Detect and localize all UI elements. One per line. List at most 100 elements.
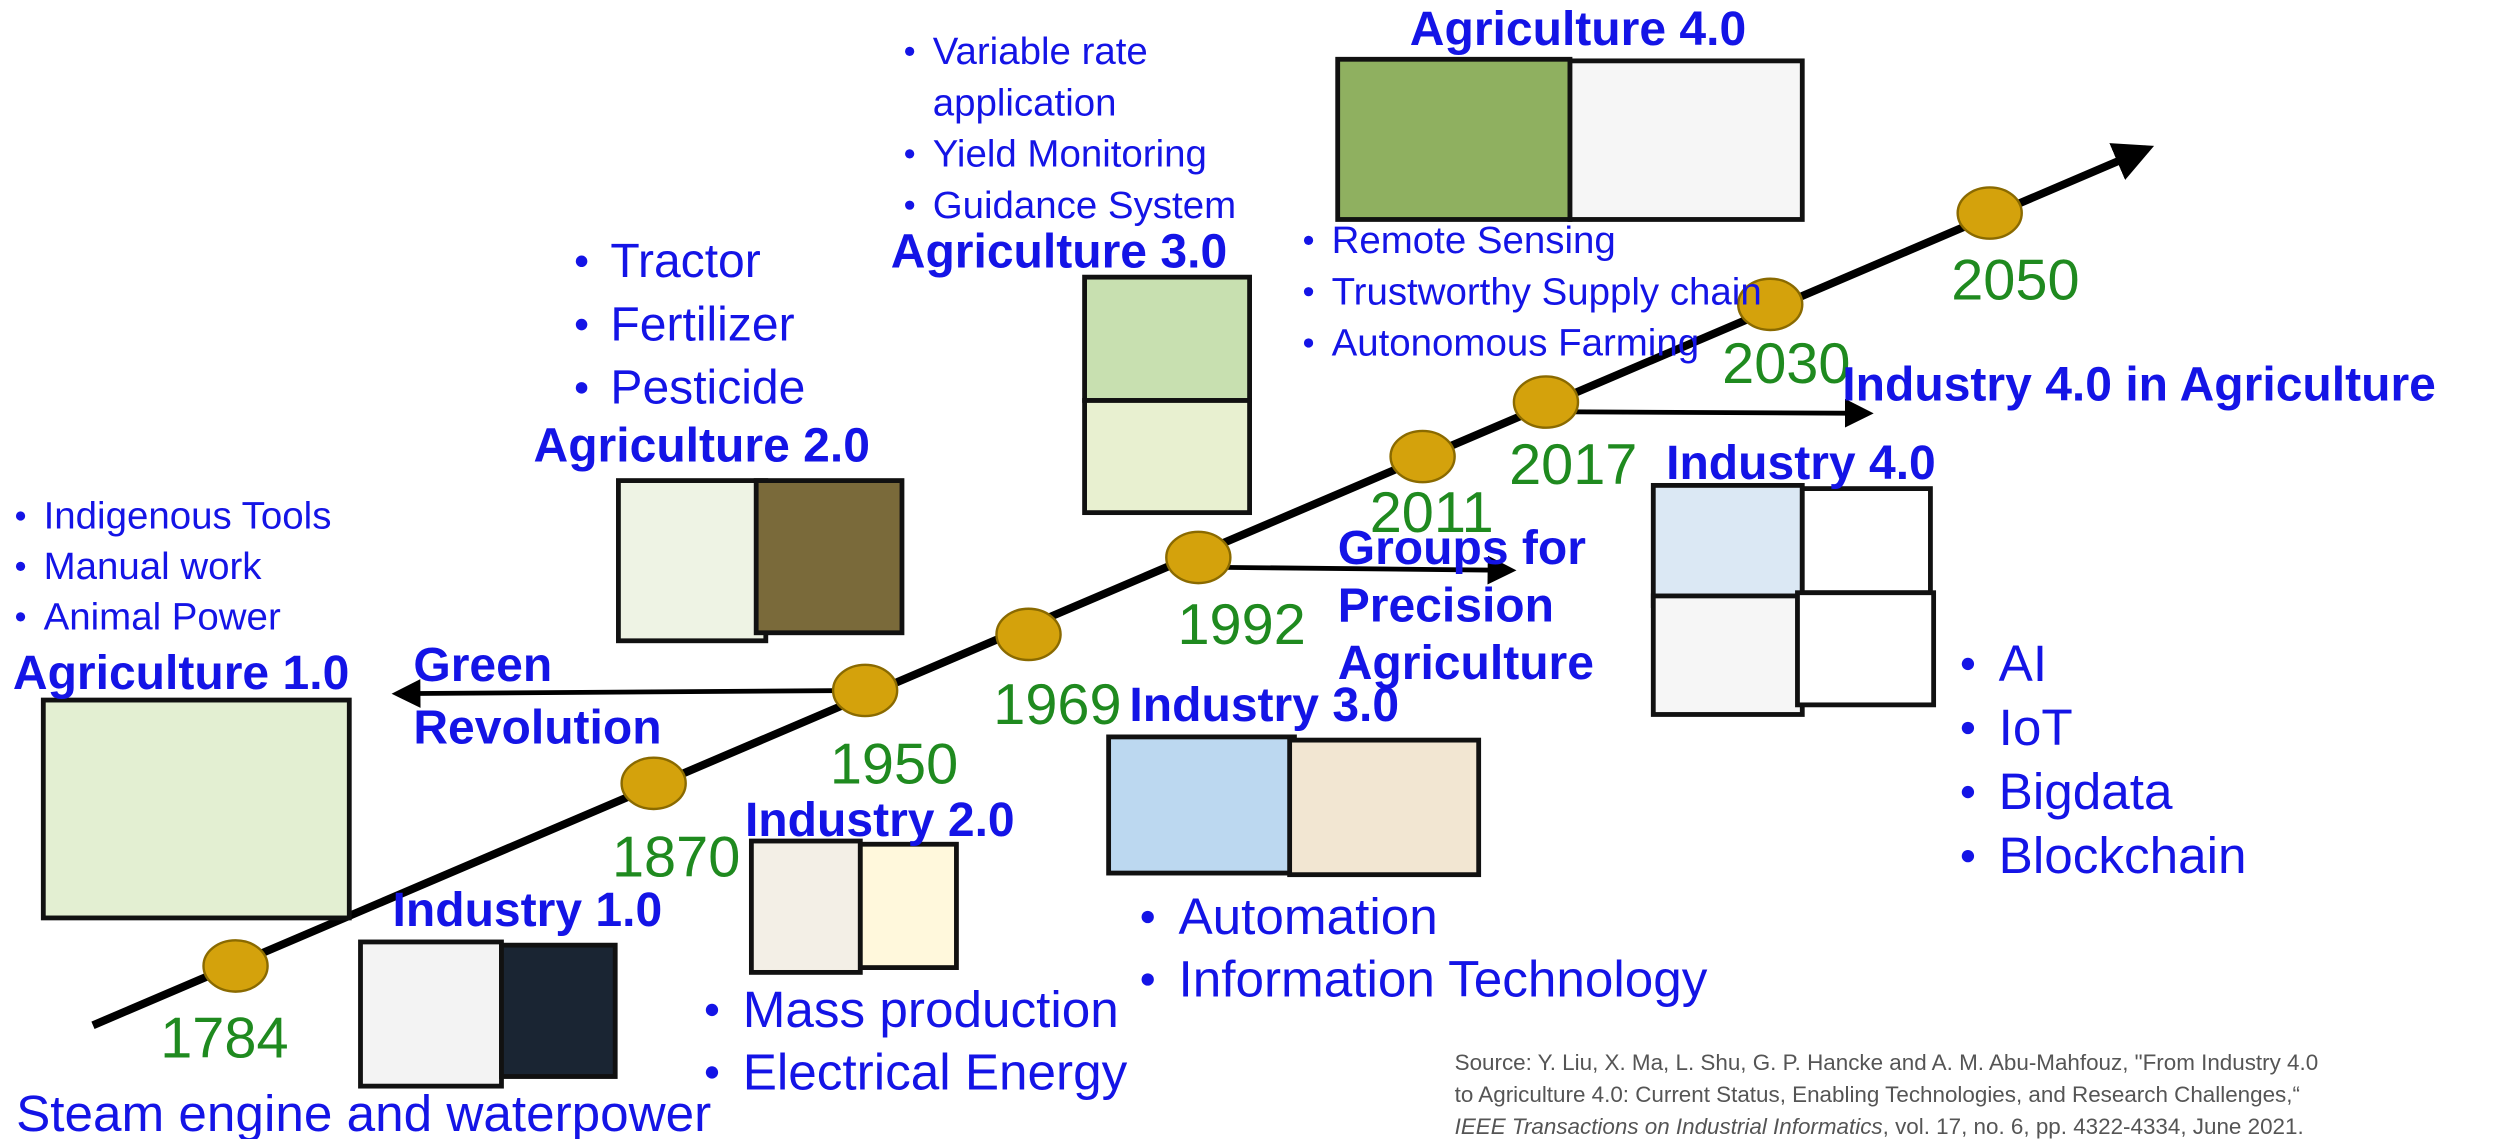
- year-dot: [620, 756, 687, 811]
- source-details: , vol. 17, no. 6, pp. 4322-4334, June 20…: [1883, 1114, 2304, 1139]
- arrow: [1198, 555, 1517, 585]
- year-label: 1784: [160, 1006, 288, 1070]
- stage-title: Agriculture 3.0: [891, 226, 1227, 279]
- bullet: [1961, 657, 1975, 671]
- year-label: 1870: [612, 825, 740, 889]
- bullet: [705, 1066, 719, 1079]
- stage-title: Industry 1.0: [393, 884, 663, 937]
- list-item: Variable rate: [933, 30, 1148, 73]
- list-item: Fertilizer: [610, 298, 794, 351]
- source-journal: IEEE Transactions on Industrial Informat…: [1455, 1114, 1883, 1139]
- year-dot: [1956, 186, 2023, 240]
- image: [1650, 593, 1805, 717]
- list-item: Pesticide: [610, 362, 805, 415]
- bullet: [905, 149, 915, 159]
- stage-title: Agriculture 1.0: [13, 647, 349, 700]
- year-label: 2017: [1509, 433, 1637, 497]
- image: [1567, 58, 1805, 222]
- list-item: Information Technology: [1178, 950, 1707, 1007]
- list-item: Yield Monitoring: [933, 133, 1207, 176]
- milestone-label: Agriculture: [1338, 637, 1594, 690]
- list-item: Blockchain: [1999, 827, 2247, 884]
- timeline-axis: [91, 143, 2155, 1029]
- bullet: [575, 382, 588, 394]
- stage-title: Agriculture 4.0: [1410, 3, 1746, 56]
- image: [616, 478, 769, 644]
- milestone-label: Groups for: [1338, 522, 1586, 575]
- list-item: Automation: [1178, 888, 1437, 945]
- year-label: 2050: [1951, 249, 2079, 313]
- source-text: Source: Y. Liu, X. Ma, L. Shu, G. P. Han…: [1455, 1050, 2319, 1075]
- image: [1650, 482, 1805, 608]
- image: [1799, 486, 1933, 596]
- source-text: to Agriculture 4.0: Current Status, Enab…: [1455, 1082, 2300, 1107]
- list-item: Guidance System: [933, 184, 1236, 227]
- year-label: 1950: [830, 732, 958, 796]
- image: [1795, 590, 1937, 708]
- bullet: [575, 318, 588, 331]
- image: [748, 838, 863, 975]
- bullet: [905, 46, 915, 57]
- stage-title: Agriculture 2.0: [534, 419, 870, 472]
- list-item: AI: [1999, 635, 2047, 692]
- stage-title: Industry 3.0: [1129, 679, 1399, 732]
- image: [1082, 398, 1252, 516]
- list-item: Indigenous Tools: [44, 495, 332, 538]
- milestone-label: Precision: [1338, 580, 1554, 633]
- list-item: Autonomous Farming: [1332, 322, 1699, 365]
- list-item: Electrical Energy: [743, 1043, 1128, 1100]
- list-item: Tractor: [610, 235, 760, 288]
- year-dot: [1512, 375, 1580, 429]
- image: [358, 939, 504, 1089]
- image: [857, 841, 959, 970]
- year-dot: [1736, 277, 1804, 332]
- image: [499, 942, 618, 1079]
- image: [1287, 737, 1482, 878]
- year-label: 1992: [1178, 593, 1306, 657]
- bullet: [15, 612, 26, 622]
- year-label: 2011: [1370, 481, 1494, 545]
- year-label: 1969: [993, 673, 1121, 737]
- milestone-label: Revolution: [413, 701, 661, 754]
- bullet: [1303, 235, 1314, 246]
- list-item: Remote Sensing: [1332, 219, 1616, 262]
- year-dot: [202, 939, 269, 993]
- list-item: application: [933, 81, 1117, 124]
- bullet: [1961, 785, 1975, 799]
- list-item: Steam engine and waterpower: [16, 1085, 711, 1139]
- image: [1082, 274, 1252, 403]
- arrow: [391, 679, 866, 708]
- bullet: [705, 1003, 719, 1017]
- source-text: IEEE Transactions on Industrial Informat…: [1455, 1114, 2304, 1139]
- bullet: [1303, 338, 1314, 348]
- year-dot: [995, 607, 1062, 662]
- image: [1335, 56, 1573, 222]
- bullet: [1961, 850, 1975, 863]
- bullet: [1961, 721, 1975, 735]
- list-item: IoT: [1999, 699, 2073, 756]
- list-item: Trustworthy Supply chain: [1332, 270, 1762, 313]
- images: [40, 56, 1937, 1089]
- bullet: [15, 511, 26, 521]
- list-item: Mass production: [743, 981, 1119, 1038]
- bullet: [15, 561, 26, 572]
- milestone-label: Green: [413, 639, 552, 692]
- arrow: [1545, 398, 1874, 428]
- milestone-label: Industry 4.0 in Agriculture: [1842, 358, 2436, 411]
- year-label: 2030: [1722, 332, 1850, 396]
- year-dot: [1389, 429, 1456, 484]
- year-dot: [831, 663, 899, 718]
- list-item: Bigdata: [1999, 763, 2173, 820]
- bullet: [905, 200, 915, 210]
- bullet: [575, 255, 588, 268]
- bullet: [1141, 910, 1154, 924]
- list-item: Animal Power: [44, 596, 281, 639]
- bullet: [1303, 287, 1314, 297]
- image: [40, 697, 352, 921]
- image: [753, 478, 905, 636]
- stage-title: Industry 4.0: [1666, 437, 1936, 490]
- year-dots: [202, 186, 2023, 993]
- year-dot: [1165, 530, 1232, 585]
